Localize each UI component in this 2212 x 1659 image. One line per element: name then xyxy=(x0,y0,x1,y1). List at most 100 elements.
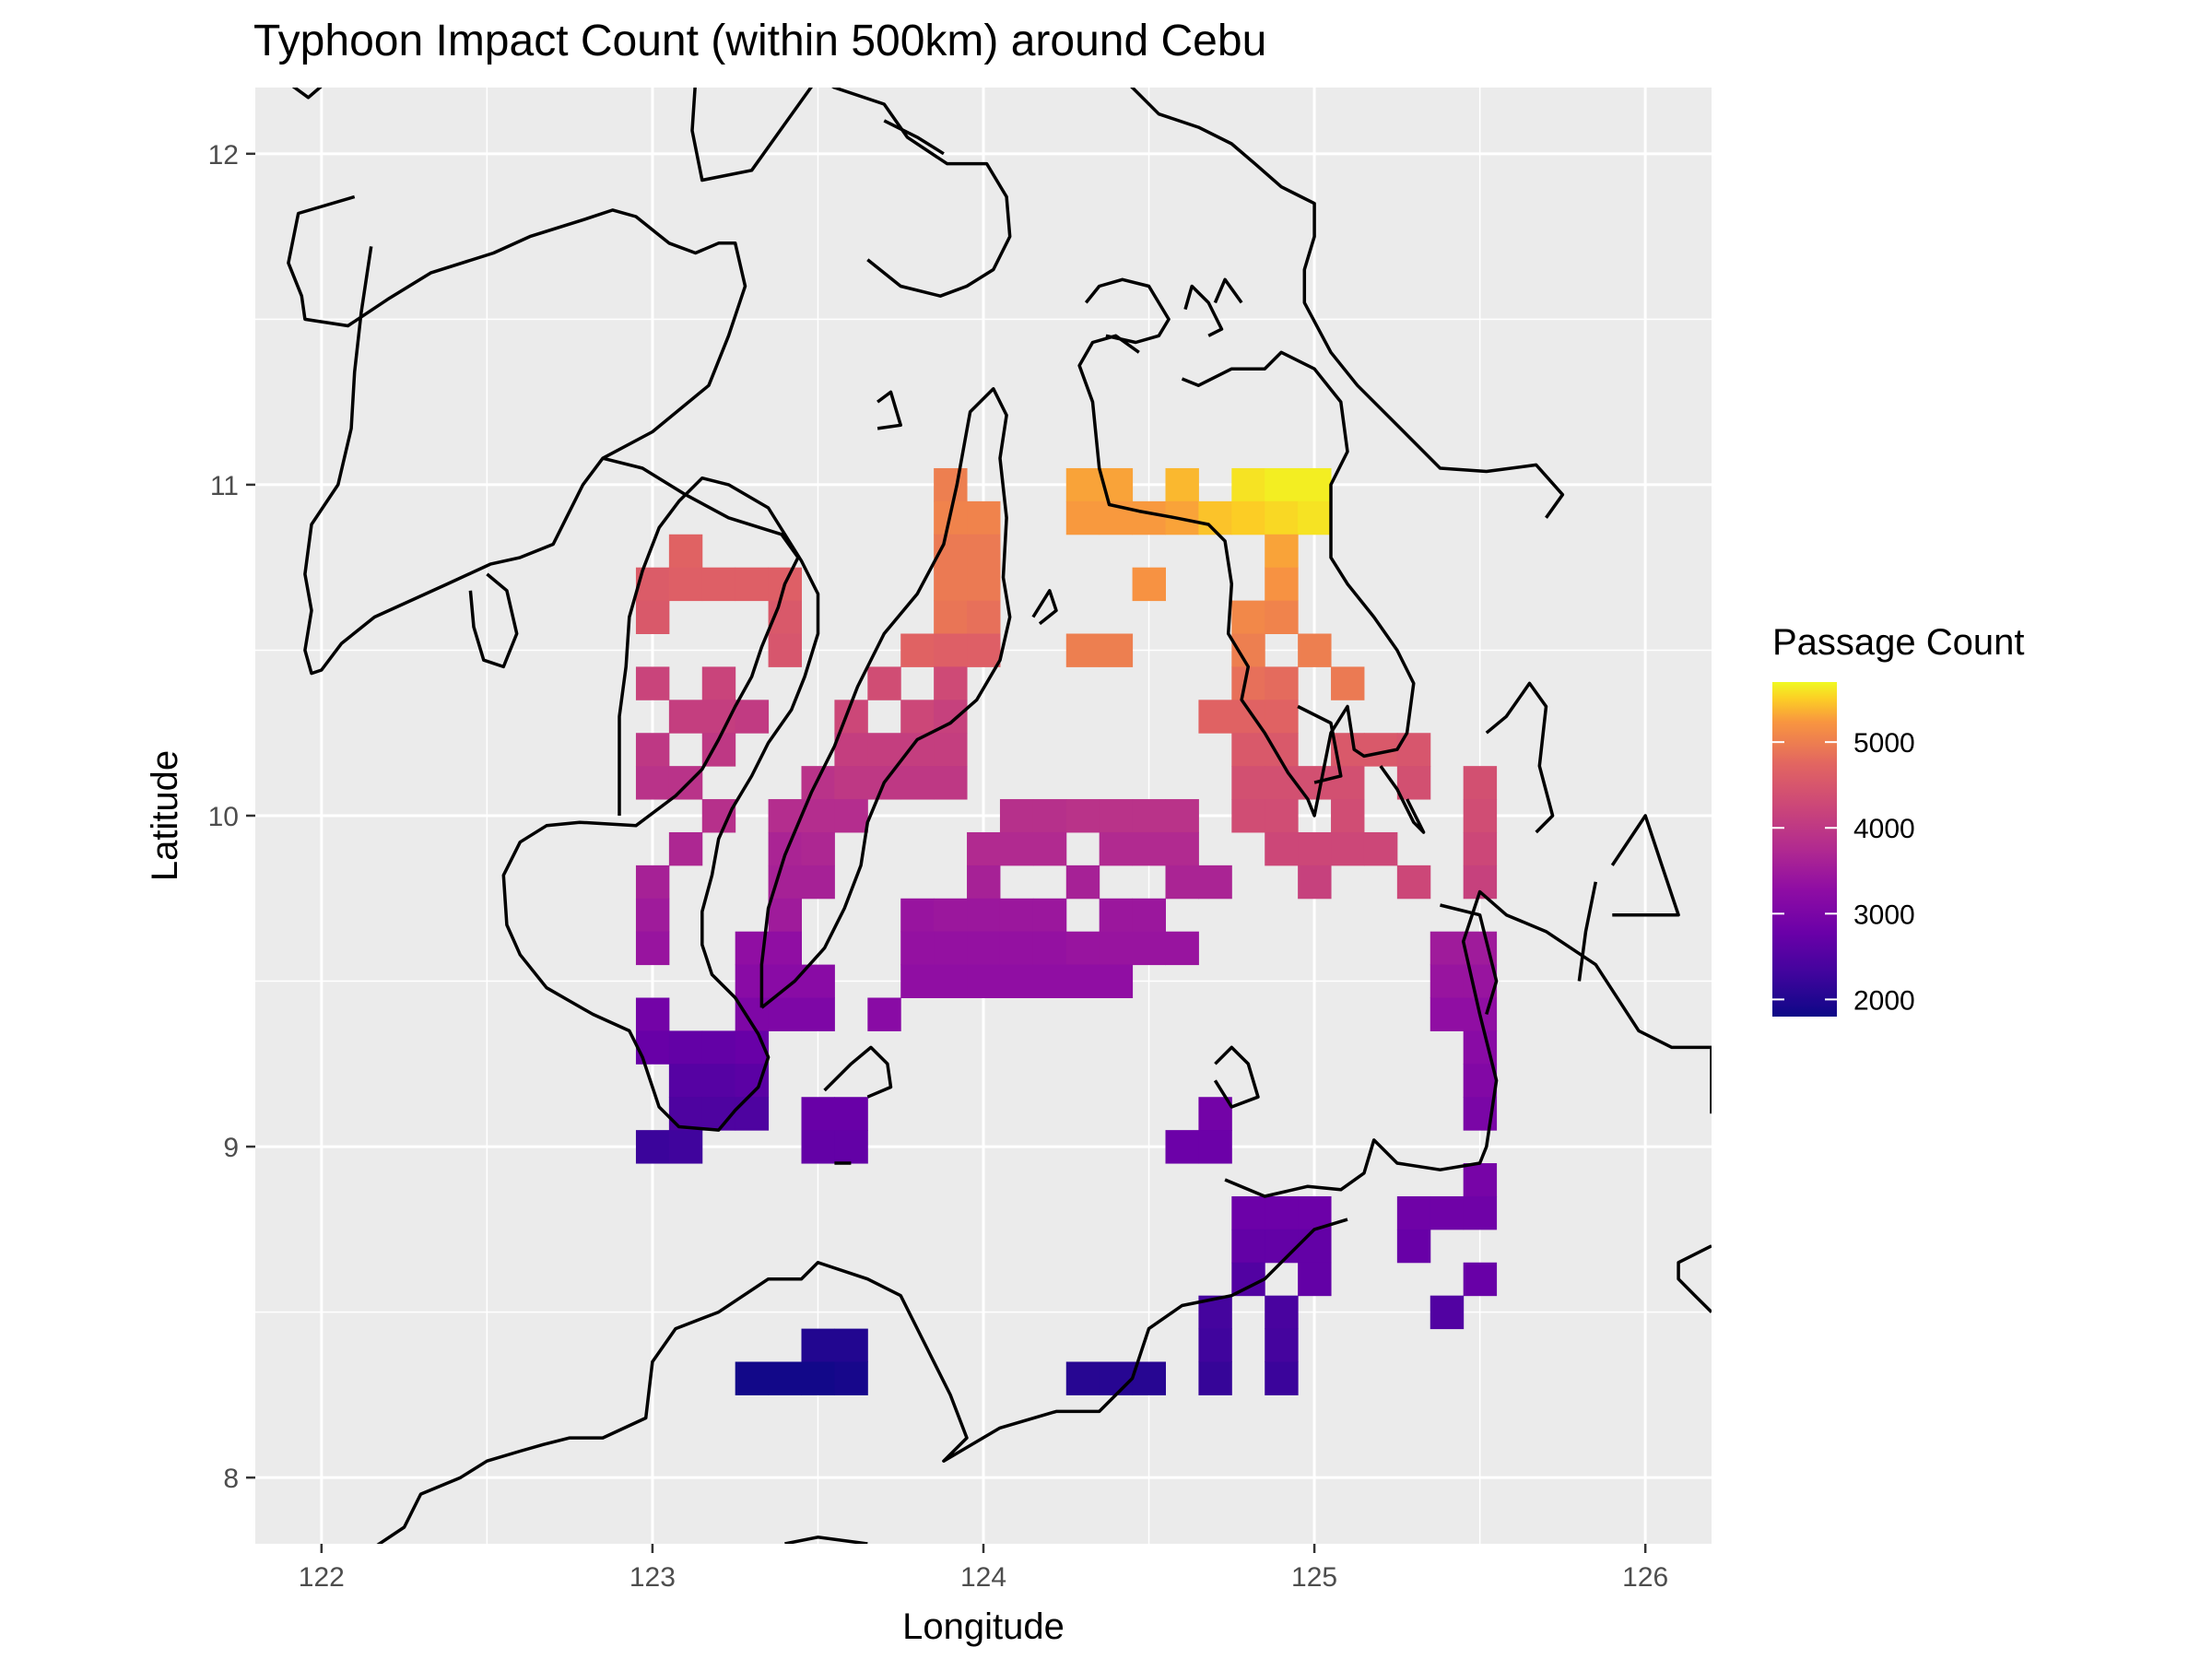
coastline xyxy=(1485,681,1555,834)
heatmap-cell xyxy=(701,666,736,700)
heatmap-cell xyxy=(999,964,1034,998)
heatmap-cell xyxy=(1099,633,1134,667)
heatmap-cell xyxy=(1165,931,1199,966)
legend-tick-label: 5000 xyxy=(1853,728,1915,759)
heatmap-cell xyxy=(934,567,968,602)
heatmap-cell xyxy=(834,1361,868,1395)
heatmap-cell xyxy=(1265,567,1299,602)
heatmap-cell xyxy=(1198,700,1232,734)
heatmap-cell xyxy=(1298,633,1332,667)
heatmap-cell xyxy=(1396,1195,1431,1230)
heatmap-cell xyxy=(1298,500,1332,535)
x-axis-label: Longitude xyxy=(902,1606,1065,1647)
coastline xyxy=(690,88,1012,298)
heatmap-cell xyxy=(900,964,935,998)
heatmap-cell xyxy=(1231,1195,1265,1230)
coastline xyxy=(468,572,519,669)
coastline xyxy=(291,88,323,100)
heatmap-cell xyxy=(768,1361,802,1395)
heatmap-cell xyxy=(768,931,802,966)
y-axis-label: Latitude xyxy=(145,750,185,881)
heatmap-cell xyxy=(834,733,868,767)
coastlines xyxy=(287,88,1712,1544)
heatmap-cell xyxy=(768,964,802,998)
coastline xyxy=(759,387,1012,1009)
legend-tick-label: 3000 xyxy=(1853,900,1915,930)
heatmap-cell xyxy=(1231,600,1265,634)
heatmap-cell xyxy=(1065,964,1100,998)
heatmap-cell xyxy=(1065,799,1100,833)
heatmap-cell xyxy=(900,633,935,667)
heatmap-cell xyxy=(934,898,968,933)
heatmap-cell xyxy=(1265,831,1299,866)
coastline xyxy=(1084,277,1171,345)
heatmap-cell xyxy=(834,766,868,800)
heatmap-cell xyxy=(1430,964,1465,998)
heatmap-cell xyxy=(801,1097,835,1131)
heatmap-cell xyxy=(735,964,770,998)
heatmap-cell xyxy=(701,1097,736,1131)
coastline xyxy=(784,1535,868,1544)
heatmap-cell xyxy=(1463,1262,1498,1297)
heatmap-cell xyxy=(900,898,935,933)
heatmap-cell xyxy=(1165,831,1199,866)
y-tick-label: 11 xyxy=(210,471,239,501)
heatmap-cell xyxy=(1265,600,1299,634)
coastline xyxy=(1183,284,1224,337)
heatmap-cell xyxy=(1132,1361,1166,1395)
heatmap-cell xyxy=(1032,964,1067,998)
heatmap-cell xyxy=(1132,799,1166,833)
heatmap-cell xyxy=(1132,500,1166,535)
heatmap-cell xyxy=(967,600,1001,634)
y-tick-label: 8 xyxy=(223,1464,239,1494)
heatmap-cell xyxy=(934,600,968,634)
x-tick-label: 123 xyxy=(629,1562,676,1593)
heatmap-cell xyxy=(635,865,670,900)
heatmap-cell xyxy=(1265,534,1299,569)
heatmap-cell xyxy=(1165,865,1199,900)
heatmap-cell xyxy=(635,931,670,966)
heatmap-cell xyxy=(1265,467,1299,502)
heatmap-cell xyxy=(1298,1229,1332,1264)
heatmap-cell xyxy=(701,1064,736,1098)
heatmap-cell xyxy=(1032,931,1067,966)
coastline xyxy=(1031,589,1058,626)
heatmap-cell xyxy=(1265,1361,1299,1395)
heatmap-cell xyxy=(967,865,1001,900)
heatmap-cell xyxy=(735,1097,770,1131)
heatmap-cell xyxy=(668,1064,703,1098)
heatmap-cell xyxy=(668,567,703,602)
heatmap-cell xyxy=(1265,1295,1299,1330)
coastline xyxy=(1440,903,1499,1016)
heatmap-cell xyxy=(1165,1130,1199,1164)
heatmap-cell xyxy=(934,733,968,767)
heatmap-cell xyxy=(1331,766,1365,800)
heatmap-cell xyxy=(1065,467,1100,502)
heatmap-cell xyxy=(934,633,968,667)
heatmap-cell xyxy=(1331,666,1365,700)
heatmap-cell xyxy=(1231,1262,1265,1297)
coastline xyxy=(1610,814,1680,917)
heatmap-cell xyxy=(735,1361,770,1395)
heatmap-cell xyxy=(1032,898,1067,933)
chart-title: Typhoon Impact Count (within 500km) arou… xyxy=(253,17,1266,65)
coastline xyxy=(1213,277,1243,304)
heatmap-cell xyxy=(635,600,670,634)
coastline xyxy=(376,1218,1348,1544)
heatmap-cell xyxy=(1430,1195,1465,1230)
heatmap-cell xyxy=(1396,1229,1431,1264)
heatmap-cell xyxy=(1198,1328,1232,1362)
heatmap-cell xyxy=(1430,997,1465,1031)
heatmap-cell xyxy=(1265,766,1299,800)
heatmap-cell xyxy=(867,733,901,767)
heatmap-cell xyxy=(635,666,670,700)
heatmap-cell xyxy=(668,1097,703,1131)
heatmap-cell xyxy=(1065,865,1100,900)
heatmap-cell xyxy=(668,766,703,800)
heatmap-cell xyxy=(934,931,968,966)
coastline xyxy=(877,390,902,430)
heatmap-cell xyxy=(1265,1229,1299,1264)
heatmap-cell xyxy=(834,799,868,833)
heatmap-cell xyxy=(900,766,935,800)
